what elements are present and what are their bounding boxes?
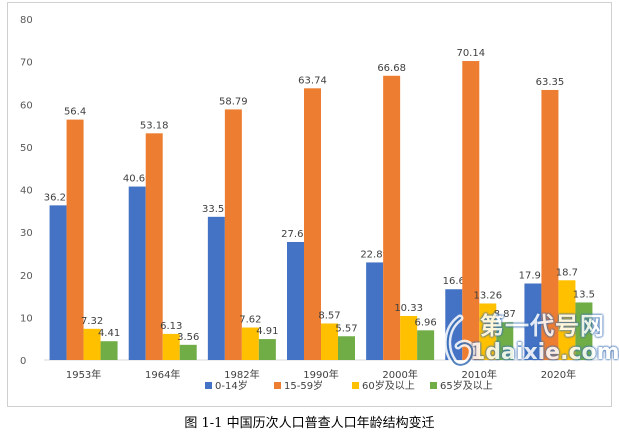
legend-swatch <box>430 382 437 389</box>
bar-1-5 <box>366 262 384 360</box>
data-label: 66.68 <box>377 63 406 74</box>
bar-4-1 <box>100 341 118 360</box>
y-tick-label: 40 <box>20 186 33 197</box>
watermark-text-2: 1daixie.com <box>470 340 619 365</box>
legend-label: 15-59岁 <box>284 379 323 392</box>
y-tick-label: 60 <box>20 100 33 111</box>
x-tick-label: 2020年 <box>541 368 576 381</box>
watermark-text-1: 第一代号网 <box>480 312 605 340</box>
watermark: 第一代号网 1daixie.com <box>438 306 619 376</box>
data-label: 16.6 <box>443 276 465 287</box>
bar-3-5 <box>400 315 418 360</box>
y-tick-label: 10 <box>20 313 33 324</box>
bar-2-4 <box>304 88 321 360</box>
bar-3-6 <box>479 303 497 360</box>
x-tick-label: 1990年 <box>303 368 338 381</box>
data-label: 17.95 <box>519 270 548 281</box>
chart-frame: 0 10 20 30 40 50 60 70 80 36.28 56.4 7.32 4.41 1953年 4… <box>7 2 612 407</box>
chart-svg: 0 10 20 30 40 50 60 70 80 36.28 56.4 7.324.41 1953年 4… <box>20 15 598 392</box>
data-label: 4.91 <box>256 326 278 337</box>
data-label: 8.87 <box>494 309 516 320</box>
x-tick-label: 1953年 <box>66 368 101 381</box>
bar-4-7 <box>575 302 593 360</box>
bar-1-2 <box>128 186 146 360</box>
bar-3-7 <box>558 280 576 360</box>
data-label: 63.35 <box>536 77 565 88</box>
y-tick-label: 50 <box>20 143 33 154</box>
data-label: 6.96 <box>415 317 437 328</box>
watermark-logo-icon <box>444 314 476 369</box>
bar-4-4 <box>338 336 355 360</box>
bar-1-7 <box>524 283 542 360</box>
x-tick-label: 1964年 <box>145 368 180 381</box>
bar-3-3 <box>241 327 259 360</box>
x-tick-label: 1982年 <box>224 368 259 381</box>
y-tick-label: 80 <box>20 15 33 26</box>
y-tick-label: 20 <box>20 271 33 282</box>
bar-3-2 <box>162 333 180 360</box>
bar-3-1 <box>83 328 101 360</box>
chart-caption: 图 1-1 中国历次人口普查人口年龄结构变迁 <box>184 416 435 431</box>
bar-2-1 <box>66 119 84 360</box>
bar-1-1 <box>49 205 67 360</box>
data-label: 8.57 <box>318 310 340 321</box>
y-tick-label: 0 <box>20 356 26 367</box>
data-label: 3.56 <box>177 332 199 343</box>
legend-label: 0-14岁 <box>215 379 248 392</box>
legend-swatch <box>274 382 281 389</box>
data-label: 53.18 <box>140 120 169 131</box>
bar-4-6 <box>496 322 514 360</box>
data-label: 22.89 <box>360 249 389 260</box>
y-tick-label: 30 <box>20 228 33 239</box>
data-label: 40.69 <box>123 174 152 185</box>
data-label: 5.57 <box>335 323 357 334</box>
bar-4-3 <box>258 339 276 360</box>
data-label: 10.33 <box>394 303 423 314</box>
bar-2-2 <box>145 133 163 360</box>
data-label: 70.14 <box>456 48 485 59</box>
bar-2-3 <box>224 109 242 360</box>
legend-swatch <box>205 382 212 389</box>
bar-4-5 <box>417 330 435 360</box>
data-label: 13.5 <box>573 289 595 300</box>
legend-swatch <box>352 382 359 389</box>
data-label: 63.74 <box>298 75 327 86</box>
data-label: 4.41 <box>98 328 120 339</box>
data-label: 13.26 <box>473 290 502 301</box>
data-label: 36.28 <box>44 192 73 203</box>
data-label: 6.13 <box>160 321 182 332</box>
legend-label: 65岁及以上 <box>440 379 493 392</box>
data-label: 56.4 <box>64 107 86 118</box>
bar-1-3 <box>207 216 225 360</box>
bar-2-7 <box>541 89 559 360</box>
y-tick-label: 70 <box>20 58 33 69</box>
bar-2-5 <box>383 75 401 361</box>
data-label: 7.62 <box>239 315 261 326</box>
bar-2-6 <box>462 61 480 360</box>
data-label: 18.7 <box>556 267 578 278</box>
bar-3-4 <box>321 323 338 360</box>
data-label: 7.32 <box>81 316 103 327</box>
data-label: 58.79 <box>219 96 248 107</box>
bar-4-2 <box>179 344 197 360</box>
legend-label: 60岁及以上 <box>362 379 415 392</box>
x-tick-label: 2010年 <box>462 368 497 381</box>
bar-1-4 <box>287 241 304 360</box>
data-label: 27.69 <box>281 229 310 240</box>
x-tick-label: 2000年 <box>382 368 417 381</box>
data-label: 33.59 <box>202 204 231 215</box>
